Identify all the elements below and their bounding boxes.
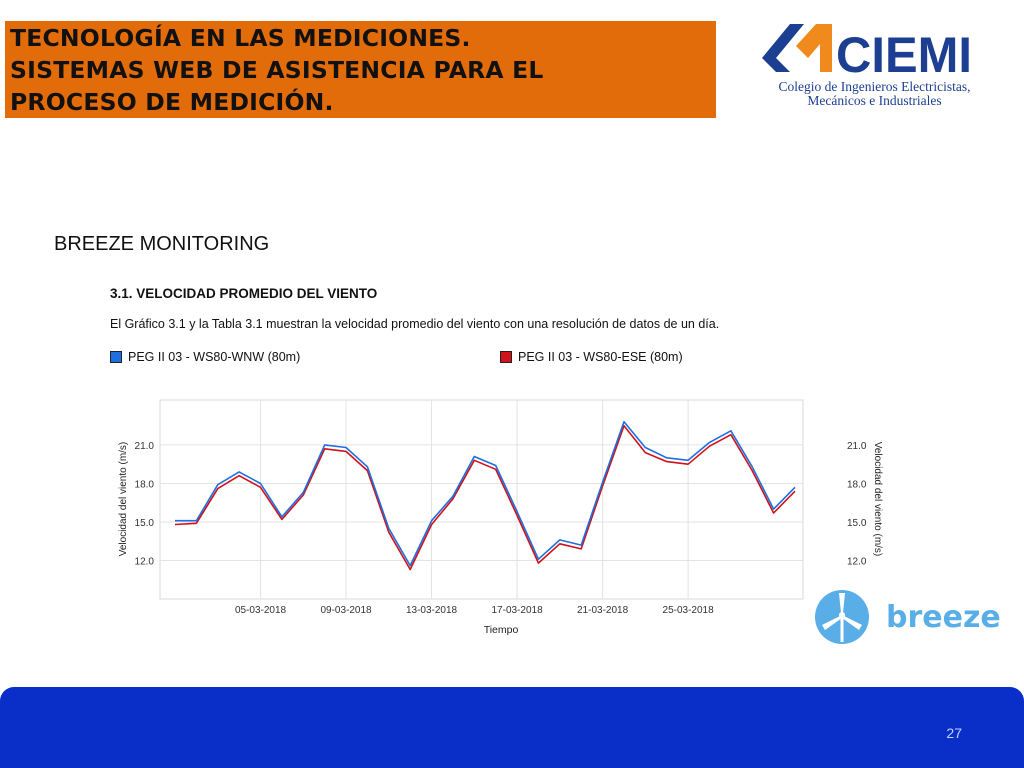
turbine-icon [822,593,862,642]
y-tick-label-right: 15.0 [847,518,867,529]
y-tick-label-right: 18.0 [847,479,867,490]
breeze-logo: breeze [815,590,1000,644]
x-tick-label: 21-03-2018 [577,605,629,616]
legend-label-ese: PEG II 03 - WS80-ESE (80m) [518,350,683,364]
legend-swatch-wnw [110,351,122,363]
ciemi-logo-text: CIEMI [836,27,972,83]
y-axis-label-left: Velocidad del viento (m/s) [118,442,129,557]
section-title: BREEZE MONITORING [54,233,270,255]
legend-swatch-ese [500,351,512,363]
ciemi-subtitle-line-1: Colegio de Ingenieros Electricistas, [778,79,971,94]
x-tick-label: 17-03-2018 [491,605,543,616]
y-tick-label-right: 21.0 [847,441,867,452]
x-tick-label: 09-03-2018 [320,605,372,616]
y-tick-label-left: 18.0 [135,479,155,490]
ciemi-logo-mark-orange [796,24,832,72]
legend-item-ese: PEG II 03 - WS80-ESE (80m) [500,350,683,364]
x-tick-label: 13-03-2018 [406,605,458,616]
title-banner [5,21,716,118]
legend-item-wnw: PEG II 03 - WS80-WNW (80m) [110,350,300,364]
chart-heading: 3.1. VELOCIDAD PROMEDIO DEL VIENTO [110,286,378,301]
footer-bar: 27 [0,687,1024,768]
y-tick-label-right: 12.0 [847,556,867,567]
wind-speed-chart: 12.0 12.0 15.0 15.0 18.0 18.0 21.0 21.0 05-03-20… [118,399,883,636]
x-tick-label: 25-03-2018 [663,605,715,616]
title-line-1: TECNOLOGÍA EN LAS MEDICIONES. [10,24,471,52]
page-number: 27 [946,725,962,741]
chart-description: El Gráfico 3.1 y la Tabla 3.1 muestran l… [110,317,720,331]
title-line-2: SISTEMAS WEB DE ASISTENCIA PARA EL [10,56,544,84]
y-tick-label-left: 15.0 [135,518,155,529]
legend-label-wnw: PEG II 03 - WS80-WNW (80m) [128,350,301,364]
series-line [175,420,796,567]
ciemi-logo: CIEMI [762,24,972,83]
y-tick-label-left: 12.0 [135,556,155,567]
y-tick-label-left: 21.0 [135,441,155,452]
ciemi-subtitle-line-2: Mecánicos e Industriales [807,93,942,108]
y-axis-label-right: Velocidad del viento (m/s) [872,442,883,557]
plot-area [159,399,804,600]
ciemi-logo-mark-blue [762,24,804,72]
title-line-3: PROCESO DE MEDICIÓN. [10,88,334,116]
series-line [174,424,796,571]
slide-title: TECNOLOGÍA EN LAS MEDICIONES. SISTEMAS W… [10,22,710,118]
ciemi-logo-subtitle: Colegio de Ingenieros Electricistas, Mec… [762,80,987,108]
x-tick-label: 05-03-2018 [235,605,287,616]
breeze-logo-text: breeze [886,600,1000,635]
x-axis-label: Tiempo [484,624,519,636]
